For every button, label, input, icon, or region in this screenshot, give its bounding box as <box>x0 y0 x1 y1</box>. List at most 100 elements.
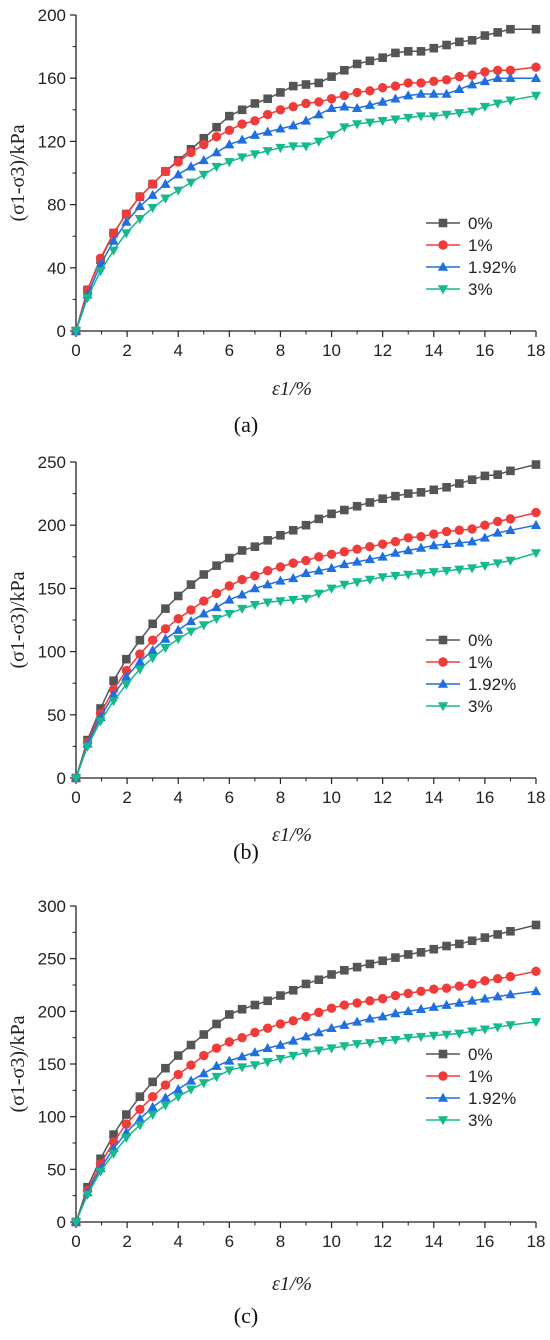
data-point <box>377 539 388 549</box>
data-point <box>288 1016 298 1026</box>
data-point <box>314 1007 324 1018</box>
x-tick-label: 2 <box>122 1232 131 1251</box>
legend-marker <box>438 635 448 645</box>
data-point <box>480 471 490 481</box>
data-point <box>530 1018 542 1028</box>
data-point <box>352 87 362 98</box>
data-point <box>121 1119 132 1129</box>
series-line-1 <box>75 511 537 779</box>
data-point <box>467 475 477 484</box>
data-point <box>95 267 106 277</box>
data-point <box>492 65 503 76</box>
data-point <box>429 529 439 539</box>
x-tick-label: 6 <box>225 1232 234 1251</box>
data-point <box>403 533 413 543</box>
data-point <box>288 558 298 568</box>
y-tick-label: 200 <box>38 6 66 25</box>
data-point <box>198 170 209 180</box>
data-point <box>212 122 221 132</box>
y-tick-label: 150 <box>38 579 66 598</box>
data-point <box>198 1079 209 1089</box>
data-point <box>224 125 235 136</box>
data-point <box>327 970 336 979</box>
data-point <box>313 137 324 147</box>
data-point <box>224 158 235 168</box>
series-line-0 <box>75 28 536 332</box>
data-point <box>288 1051 299 1061</box>
data-point <box>492 72 503 82</box>
data-point <box>199 596 209 606</box>
data-point <box>480 520 490 530</box>
data-point <box>82 1190 93 1200</box>
data-point <box>224 1055 235 1065</box>
data-point <box>198 621 209 631</box>
data-point <box>249 150 260 160</box>
x-tick-label: 6 <box>225 788 234 807</box>
data-point <box>313 1046 324 1056</box>
data-point <box>416 948 426 957</box>
data-point <box>480 976 490 986</box>
data-point <box>365 56 375 66</box>
data-point <box>403 113 414 123</box>
data-point <box>313 589 324 599</box>
x-tick-label: 2 <box>122 341 131 360</box>
panel-label: (c) <box>234 1303 258 1328</box>
data-point <box>364 1039 375 1049</box>
chart-panel-0: 0 2 4 6 8 10 12 14 16 18 0 40 80 120 160 200 (σ1-σ3)/kPa… <box>7 6 545 437</box>
data-point <box>263 94 272 104</box>
data-point <box>378 53 387 62</box>
data-point <box>249 1061 260 1071</box>
legend-label: 1.92% <box>468 258 516 277</box>
x-tick-label: 12 <box>373 788 392 807</box>
y-tick-label: 40 <box>47 259 66 278</box>
data-point <box>441 88 452 98</box>
data-point <box>352 544 362 554</box>
data-point <box>326 1003 337 1013</box>
data-point <box>428 112 439 122</box>
data-point <box>454 525 465 535</box>
x-tick-label: 0 <box>71 1232 80 1251</box>
data-point <box>441 1030 452 1040</box>
x-tick-label: 4 <box>173 788 182 807</box>
y-tick-label: 0 <box>57 322 66 341</box>
data-point <box>377 117 388 127</box>
data-point <box>211 1043 222 1053</box>
data-point <box>530 549 542 559</box>
data-point <box>364 575 375 585</box>
data-point <box>339 580 350 590</box>
data-point <box>148 1077 157 1087</box>
legend-marker <box>437 1116 449 1126</box>
y-tick-label: 150 <box>38 1055 66 1074</box>
series-line-0 <box>75 463 537 779</box>
data-point <box>300 1031 312 1041</box>
data-point <box>493 28 502 37</box>
data-point <box>352 998 362 1008</box>
data-point <box>364 554 375 564</box>
y-tick-label: 0 <box>57 769 66 788</box>
data-point <box>249 1047 260 1057</box>
data-point <box>160 633 171 643</box>
legend-marker <box>437 261 449 271</box>
data-point <box>173 157 183 167</box>
data-point <box>403 570 414 580</box>
y-tick-label: 50 <box>47 706 66 725</box>
data-point <box>467 1027 478 1037</box>
data-point <box>82 742 93 752</box>
data-point <box>134 1121 145 1131</box>
data-point <box>314 514 324 524</box>
y-tick-label: 160 <box>38 69 66 88</box>
data-point <box>480 67 490 77</box>
data-point <box>313 565 324 575</box>
data-point <box>327 72 336 81</box>
data-point <box>121 209 132 219</box>
legend-marker <box>438 1049 448 1059</box>
data-point <box>198 155 209 165</box>
data-point <box>352 578 363 588</box>
data-point <box>134 215 145 225</box>
data-point <box>428 568 439 578</box>
data-point <box>531 460 541 469</box>
data-point <box>211 614 222 625</box>
data-point <box>237 153 248 163</box>
data-point <box>186 1060 196 1070</box>
